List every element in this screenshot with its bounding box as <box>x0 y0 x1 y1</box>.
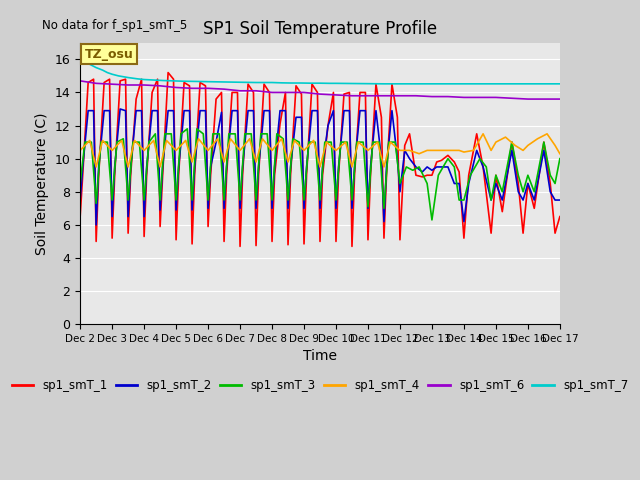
Text: TZ_osu: TZ_osu <box>85 48 134 60</box>
Text: No data for f_sp1_smT_5: No data for f_sp1_smT_5 <box>42 19 187 32</box>
X-axis label: Time: Time <box>303 349 337 363</box>
Title: SP1 Soil Temperature Profile: SP1 Soil Temperature Profile <box>203 21 437 38</box>
Y-axis label: Soil Temperature (C): Soil Temperature (C) <box>35 112 49 255</box>
Legend: sp1_smT_1, sp1_smT_2, sp1_smT_3, sp1_smT_4, sp1_smT_6, sp1_smT_7: sp1_smT_1, sp1_smT_2, sp1_smT_3, sp1_smT… <box>7 375 633 397</box>
